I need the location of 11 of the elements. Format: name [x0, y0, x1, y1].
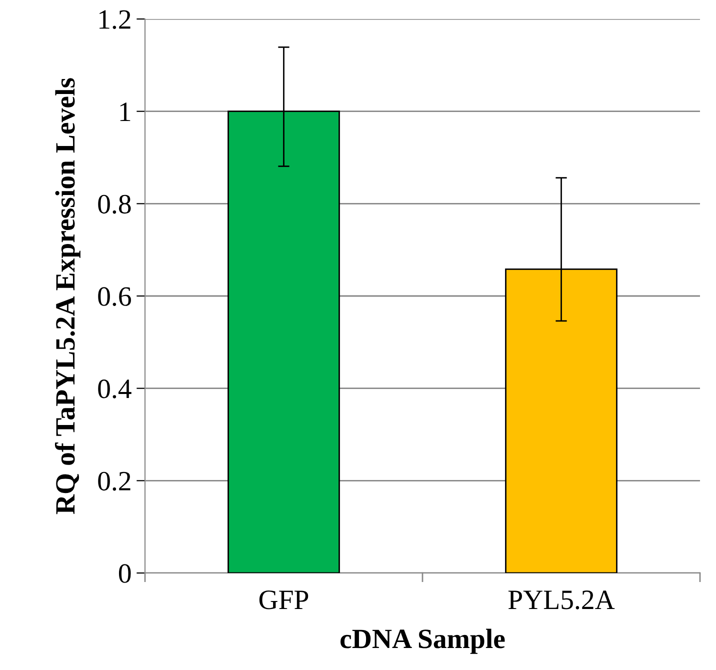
y-tick-label: 0.6	[98, 287, 131, 306]
x-tick-label: PYL5.2A	[508, 590, 615, 610]
y-tick-label: 0.8	[98, 194, 131, 214]
y-tick-label: 1.2	[100, 10, 130, 30]
x-tick-label: GFP	[259, 590, 308, 610]
x-axis-title: cDNA Sample	[340, 628, 505, 654]
y-tick-label: 0.2	[98, 472, 130, 491]
y-axis-title: RQ of TaPYL5.2A Expression Levels	[54, 78, 80, 514]
y-tick-label: 1	[120, 102, 130, 121]
y-tick-label: 0	[118, 564, 131, 583]
y-tick-label: 0.4	[98, 380, 132, 398]
